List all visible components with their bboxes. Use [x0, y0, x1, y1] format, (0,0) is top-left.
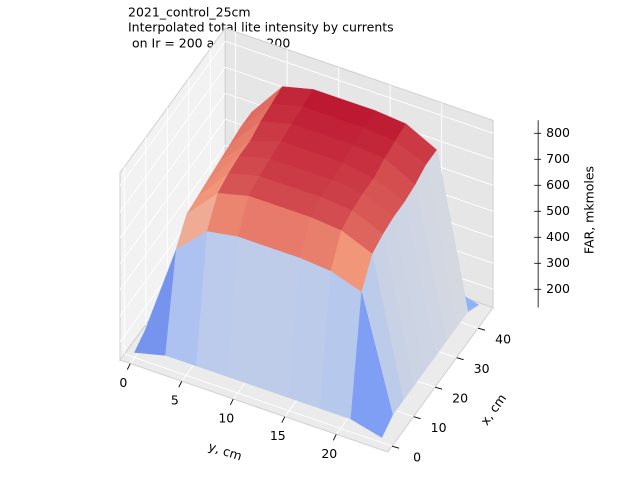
tick-mark: [456, 357, 464, 361]
tick-mark: [413, 416, 421, 420]
grid-line: [124, 353, 393, 447]
tick-mark: [434, 386, 443, 390]
z-tick-label: 300: [546, 255, 570, 270]
grid-line: [119, 92, 226, 239]
z-tick-label: 600: [546, 177, 570, 192]
z-tick-label: 700: [546, 151, 570, 166]
surface-patch: [350, 292, 393, 438]
z-axis-label: FAR, mkmoles: [582, 166, 597, 254]
z-tick-label: 800: [546, 125, 570, 140]
x-tick-label: 20: [321, 446, 337, 461]
grid-line: [225, 40, 494, 134]
tick-mark: [477, 327, 486, 331]
grid-line: [119, 40, 226, 187]
tick-mark: [229, 398, 234, 406]
z-tick-label: 400: [546, 229, 570, 244]
x-tick-label: 0: [119, 375, 127, 390]
grid-line: [119, 144, 226, 291]
grid-line: [119, 66, 226, 213]
tick-mark: [281, 416, 286, 423]
y-tick-label: 0: [413, 450, 421, 465]
y-tick-label: 40: [495, 332, 511, 347]
tick-mark: [332, 434, 337, 441]
x-tick-label: 10: [218, 410, 234, 425]
chart-title: Interpolated total lite intensity by cur…: [128, 20, 394, 35]
tick-mark: [178, 381, 183, 388]
y-tick-label: 30: [474, 361, 490, 376]
chart-title: 2021_control_25cm: [128, 5, 251, 20]
tick-mark: [391, 445, 400, 449]
y-tick-label: 10: [431, 420, 447, 435]
z-tick-label: 200: [546, 281, 570, 296]
x-tick-label: 15: [270, 428, 286, 443]
grid-line: [119, 118, 226, 265]
y-tick-label: 20: [452, 391, 468, 406]
tick-mark: [126, 363, 131, 370]
x-tick-label: 5: [171, 393, 179, 408]
z-tick-label: 500: [546, 203, 570, 218]
